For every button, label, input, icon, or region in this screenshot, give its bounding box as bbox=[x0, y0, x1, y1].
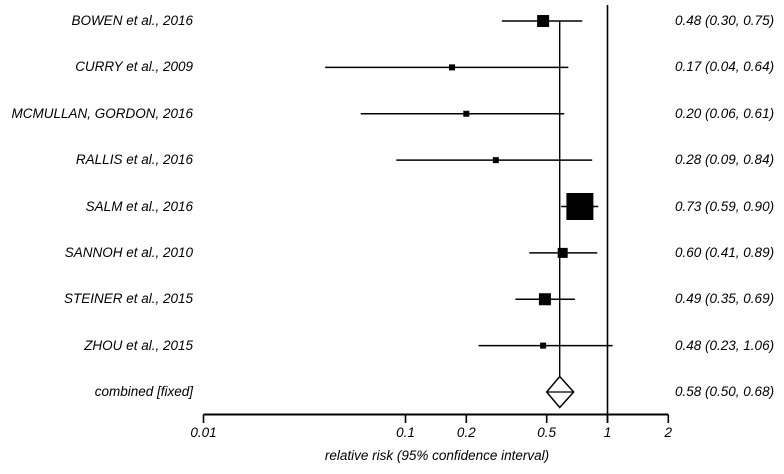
effect-value: 0.48 (0.30, 0.75) bbox=[675, 13, 775, 28]
study-label: SALM et al., 2016 bbox=[85, 198, 193, 214]
effect-marker bbox=[463, 110, 470, 117]
study-label: BOWEN et al., 2016 bbox=[71, 13, 193, 28]
effect-marker bbox=[449, 64, 456, 71]
study-label: CURRY et al., 2009 bbox=[75, 59, 193, 75]
x-axis-tick-label: 0.01 bbox=[190, 425, 216, 440]
effect-marker bbox=[538, 293, 551, 306]
study-label: ZHOU et al., 2015 bbox=[84, 337, 193, 353]
x-axis-tick-label: 0.2 bbox=[457, 425, 476, 440]
x-axis-tick-label: 0.1 bbox=[396, 425, 415, 440]
effect-value: 0.48 (0.23, 1.06) bbox=[675, 337, 775, 353]
study-label: SANNOH et al., 2010 bbox=[64, 244, 193, 260]
effect-value: 0.28 (0.09, 0.84) bbox=[675, 152, 775, 168]
effect-marker bbox=[492, 157, 499, 164]
x-axis-title: relative risk (95% confidence interval) bbox=[324, 448, 550, 463]
x-axis-tick-label: 1 bbox=[604, 425, 612, 440]
effect-value: 0.49 (0.35, 0.69) bbox=[675, 291, 775, 307]
effect-marker bbox=[537, 15, 550, 27]
effect-value: 0.73 (0.59, 0.90) bbox=[675, 198, 775, 214]
study-label: STEINER et al., 2015 bbox=[63, 291, 193, 307]
effect-value: 0.20 (0.06, 0.61) bbox=[675, 105, 775, 121]
effect-marker bbox=[557, 247, 568, 258]
study-label: RALLIS et al., 2016 bbox=[75, 152, 193, 168]
effect-value: 0.60 (0.41, 0.89) bbox=[675, 244, 775, 260]
x-axis-tick-label: 0.5 bbox=[537, 425, 556, 440]
x-axis-tick-label: 2 bbox=[664, 425, 673, 440]
study-label: MCMULLAN, GORDON, 2016 bbox=[11, 105, 193, 121]
combined-value: 0.58 (0.50, 0.68) bbox=[675, 384, 775, 399]
effect-marker bbox=[566, 193, 594, 220]
effect-value: 0.17 (0.04, 0.64) bbox=[675, 59, 775, 75]
effect-marker bbox=[540, 342, 547, 349]
combined-label: combined [fixed] bbox=[94, 384, 193, 399]
